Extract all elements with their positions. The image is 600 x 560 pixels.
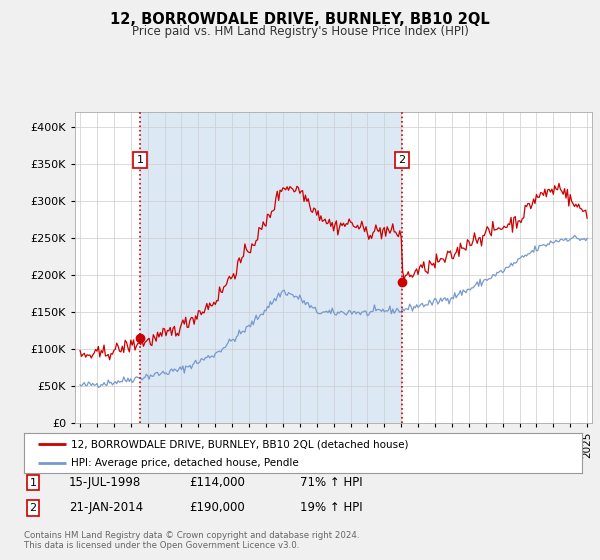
Text: 19% ↑ HPI: 19% ↑ HPI [300,501,362,515]
Text: 12, BORROWDALE DRIVE, BURNLEY, BB10 2QL: 12, BORROWDALE DRIVE, BURNLEY, BB10 2QL [110,12,490,27]
Text: Contains HM Land Registry data © Crown copyright and database right 2024.
This d: Contains HM Land Registry data © Crown c… [24,531,359,550]
Text: 1: 1 [29,478,37,488]
Text: £190,000: £190,000 [189,501,245,515]
Text: Price paid vs. HM Land Registry's House Price Index (HPI): Price paid vs. HM Land Registry's House … [131,25,469,38]
Text: 12, BORROWDALE DRIVE, BURNLEY, BB10 2QL (detached house): 12, BORROWDALE DRIVE, BURNLEY, BB10 2QL … [71,439,409,449]
Text: 2: 2 [398,155,406,165]
Text: £114,000: £114,000 [189,476,245,489]
Bar [140,112,402,423]
Text: 71% ↑ HPI: 71% ↑ HPI [300,476,362,489]
Text: 2: 2 [29,503,37,513]
Text: 15-JUL-1998: 15-JUL-1998 [69,476,141,489]
Text: 21-JAN-2014: 21-JAN-2014 [69,501,143,515]
Text: HPI: Average price, detached house, Pendle: HPI: Average price, detached house, Pend… [71,458,299,468]
Text: 1: 1 [136,155,143,165]
